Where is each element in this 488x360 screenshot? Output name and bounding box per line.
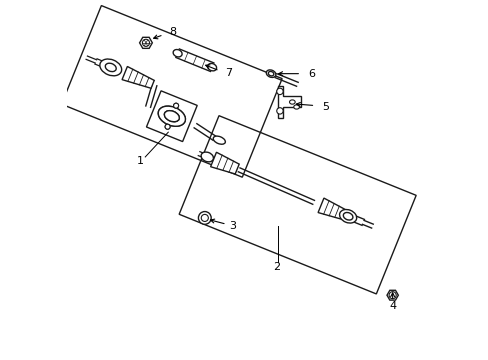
Polygon shape xyxy=(317,198,344,219)
Ellipse shape xyxy=(343,212,352,220)
Circle shape xyxy=(142,39,149,46)
Ellipse shape xyxy=(173,50,182,57)
Circle shape xyxy=(165,124,170,129)
Text: 4: 4 xyxy=(388,301,395,311)
Polygon shape xyxy=(139,37,152,48)
Polygon shape xyxy=(146,91,197,141)
Ellipse shape xyxy=(100,59,122,76)
Polygon shape xyxy=(278,86,301,118)
Ellipse shape xyxy=(164,111,179,122)
Ellipse shape xyxy=(339,210,356,223)
Polygon shape xyxy=(210,152,239,174)
Circle shape xyxy=(276,88,283,95)
Polygon shape xyxy=(122,67,154,88)
Circle shape xyxy=(201,215,208,221)
Ellipse shape xyxy=(164,111,179,122)
Circle shape xyxy=(276,108,283,114)
Ellipse shape xyxy=(105,63,116,72)
Text: 2: 2 xyxy=(272,262,280,272)
Ellipse shape xyxy=(207,63,216,71)
Circle shape xyxy=(173,103,178,108)
Circle shape xyxy=(165,124,170,129)
Ellipse shape xyxy=(158,106,185,126)
Polygon shape xyxy=(386,290,398,300)
Ellipse shape xyxy=(201,152,213,162)
Text: 3: 3 xyxy=(228,221,236,231)
Text: 5: 5 xyxy=(322,102,329,112)
Ellipse shape xyxy=(266,70,275,77)
Ellipse shape xyxy=(268,71,273,76)
Circle shape xyxy=(388,292,395,299)
Circle shape xyxy=(198,212,211,224)
Text: 7: 7 xyxy=(224,68,232,78)
Ellipse shape xyxy=(289,100,295,104)
Ellipse shape xyxy=(213,136,225,144)
Ellipse shape xyxy=(293,105,299,109)
Text: 8: 8 xyxy=(169,27,176,37)
Text: 1: 1 xyxy=(136,156,143,166)
Ellipse shape xyxy=(158,106,185,126)
Circle shape xyxy=(173,103,178,108)
Text: 6: 6 xyxy=(307,69,315,79)
